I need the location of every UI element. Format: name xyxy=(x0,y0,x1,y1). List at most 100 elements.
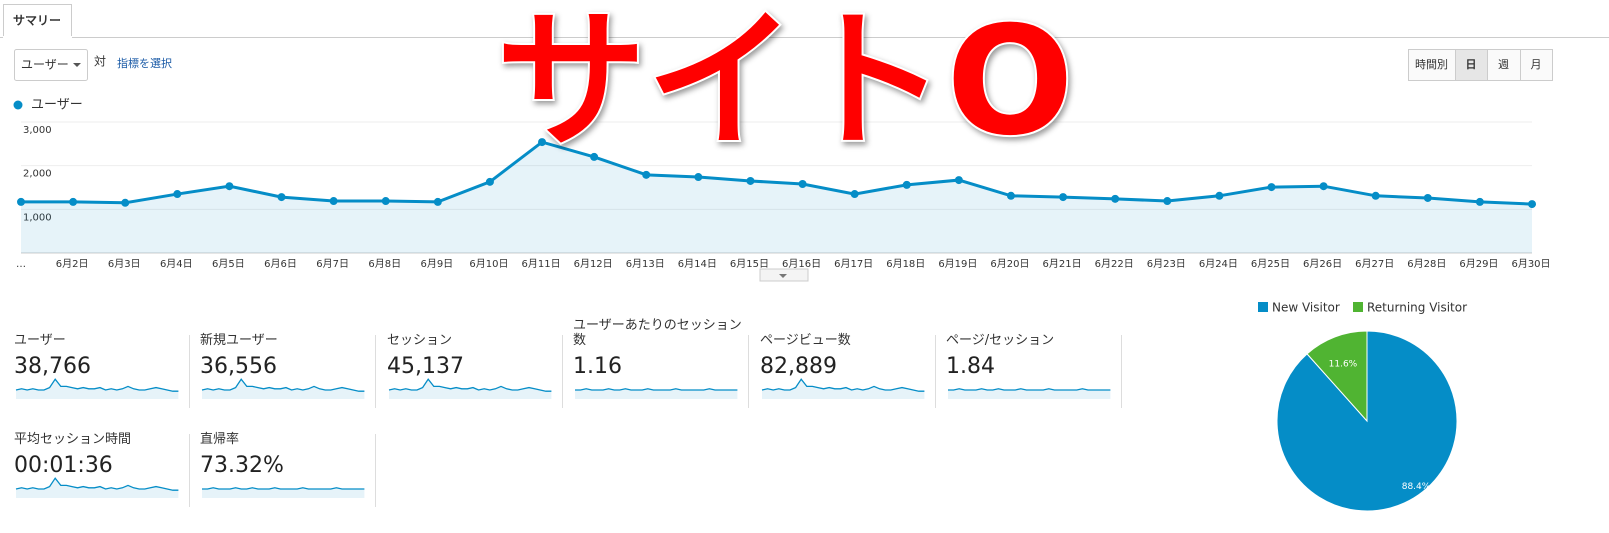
x-tick-label: 6月17日 xyxy=(834,258,873,270)
x-tick-label: 6月9日 xyxy=(420,258,453,270)
point xyxy=(1215,191,1224,200)
sparkline-area xyxy=(575,388,738,399)
metric-label: 直帰率 xyxy=(200,432,240,447)
point xyxy=(954,176,963,185)
x-tick-label: 6月21日 xyxy=(1043,258,1082,270)
metric-value: 36,556 xyxy=(200,354,277,379)
point xyxy=(642,170,651,179)
x-tick-label: 6月12日 xyxy=(574,258,613,270)
x-tick-label: 6月2日 xyxy=(56,258,89,270)
point xyxy=(1371,191,1380,200)
metric-dropdown[interactable] xyxy=(14,49,88,81)
metric-value: 00:01:36 xyxy=(14,453,113,478)
x-tick-label: 6月3日 xyxy=(108,258,141,270)
pie-chart: 88.4% New Visitor 11.6% Returning Visitor xyxy=(1258,301,1467,512)
point xyxy=(538,138,547,147)
x-tick-label: 6月25日 xyxy=(1251,258,1290,270)
line-chart: ユーザー 1,000 2,000 3,000 … 6月2日 6月3日 6月4日 6月5日 6月6日… xyxy=(13,98,1551,270)
sparkline xyxy=(15,378,179,392)
x-tick-label: 6月4日 xyxy=(160,258,193,270)
sparkline-area xyxy=(389,379,552,399)
granularity-button[interactable] xyxy=(1455,49,1488,81)
granularity-label: 日 xyxy=(1466,58,1477,71)
point xyxy=(590,152,599,161)
x-tick-label: 6月18日 xyxy=(886,258,925,270)
point xyxy=(69,197,78,206)
y-tick-label: 2,000 xyxy=(23,169,52,180)
dropdown-caret xyxy=(73,63,81,67)
sparkline xyxy=(575,388,738,391)
point xyxy=(173,190,182,199)
x-tick-label: 6月26日 xyxy=(1303,258,1342,270)
x-tick-label: 6月28日 xyxy=(1407,258,1446,270)
point xyxy=(1111,194,1120,203)
point xyxy=(1006,191,1015,200)
x-tick-label: 6月5日 xyxy=(212,258,245,270)
x-tick-label: 6月23日 xyxy=(1147,258,1186,270)
sparkline xyxy=(201,378,365,392)
x-tick-label: 6月22日 xyxy=(1095,258,1134,270)
select-metric-link[interactable]: 指標を選択 xyxy=(117,56,172,70)
metric-value: 1.84 xyxy=(946,354,995,379)
point xyxy=(1163,197,1172,206)
sparkline-area xyxy=(16,478,179,498)
vs-label: 対 xyxy=(94,55,106,69)
granularity-button[interactable] xyxy=(1408,49,1456,81)
y-tick-label: 3,000 xyxy=(23,125,52,136)
granularity-label: 週 xyxy=(1498,58,1509,71)
point xyxy=(1423,193,1432,202)
x-tick-label: 6月10日 xyxy=(469,258,508,270)
overlay-title: サイトO xyxy=(496,0,1074,169)
x-tick-label: 6月14日 xyxy=(678,258,717,270)
x-tick-label: 6月27日 xyxy=(1355,258,1394,270)
y-tick-label: 1,000 xyxy=(23,212,52,223)
granularity-label: 時間別 xyxy=(1415,58,1448,71)
metric-value: 1.16 xyxy=(573,354,622,379)
area xyxy=(21,142,1532,253)
x-tick-label: 6月6日 xyxy=(264,258,297,270)
metric-label: ユーザーあたりのセッション数 xyxy=(573,318,742,348)
x-tick-label: 6月19日 xyxy=(938,258,977,270)
x-tick-label: 6月8日 xyxy=(368,258,401,270)
point xyxy=(485,177,494,186)
sparkline xyxy=(761,378,925,392)
sparkline xyxy=(15,477,179,491)
point xyxy=(225,182,234,191)
granularity-button[interactable] xyxy=(1520,49,1553,81)
point xyxy=(277,193,286,202)
x-tick-label: 6月30日 xyxy=(1511,258,1550,270)
point xyxy=(1528,200,1536,209)
handle-caret xyxy=(779,274,787,278)
x-tick-label: 6月24日 xyxy=(1199,258,1238,270)
point xyxy=(121,198,130,207)
metric-label: ページ/セッション xyxy=(946,333,1055,348)
point xyxy=(1319,182,1328,191)
legend-label: ユーザー xyxy=(31,98,83,113)
sparkline-area xyxy=(202,487,365,498)
metric-label: 新規ユーザー xyxy=(200,333,278,348)
sparkline-area xyxy=(948,388,1111,399)
x-tick-label: 6月11日 xyxy=(521,258,560,270)
slice-label: 11.6% xyxy=(1329,359,1358,369)
point xyxy=(850,190,859,199)
sparkline-area xyxy=(16,379,179,399)
point xyxy=(329,197,338,206)
metric-label: ページビュー数 xyxy=(760,333,851,348)
sparkline xyxy=(948,388,1111,391)
legend-marker xyxy=(13,100,23,110)
x-tick-label: 6月7日 xyxy=(316,258,349,270)
x-tick-label: 6月20日 xyxy=(990,258,1029,270)
metric-value: 45,137 xyxy=(387,354,464,379)
metric-label: 平均セッション時間 xyxy=(14,432,132,447)
legend-label: Returning Visitor xyxy=(1367,301,1467,315)
x-tick-label: 6月13日 xyxy=(626,258,665,270)
point xyxy=(902,180,911,189)
x-tick-label: 6月16日 xyxy=(782,258,821,270)
x-tick-label: 6月29日 xyxy=(1459,258,1498,270)
sparkline xyxy=(202,487,365,490)
legend-swatch xyxy=(1258,302,1268,312)
tab-label: サマリー xyxy=(13,14,61,28)
point xyxy=(1475,197,1484,206)
point xyxy=(798,180,807,189)
